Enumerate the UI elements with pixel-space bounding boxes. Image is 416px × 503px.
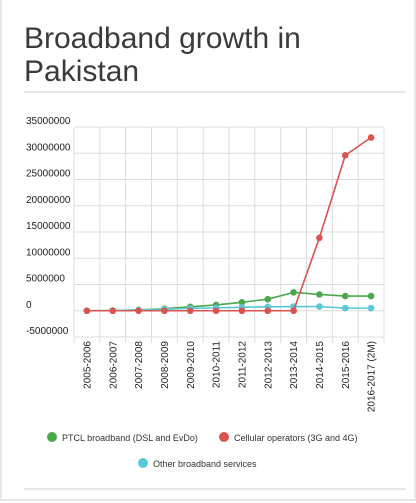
data-point [264,307,272,315]
data-point [341,304,349,312]
y-tick-label: 5000000 [26,274,65,285]
y-tick-label: 30000000 [26,142,71,153]
data-point [238,307,246,315]
data-point [367,134,375,141]
x-tick-label: 2013-2014 [289,341,300,389]
y-tick-label: 10000000 [26,247,71,258]
y-tick-label: 0 [26,300,32,311]
legend-label: Cellular operators (3G and 4G) [234,433,358,443]
data-point [186,307,194,315]
y-tick-label: 15000000 [26,221,71,232]
legend-label: Other broadband services [153,459,257,469]
legend-marker [219,432,229,442]
data-point [135,307,142,315]
x-tick-label: 2010-2011 [212,341,223,389]
legend-marker [138,458,148,468]
y-tick-label: -5000000 [26,326,69,337]
x-tick-label: 2006-2007 [108,341,119,389]
data-point [290,307,297,315]
x-tick-label: 2011-2012 [237,341,248,389]
x-tick-label: 2005-2006 [82,341,93,389]
title-divider [24,91,406,93]
legend-label: PTCL broadband (DSL and EvDo) [62,433,198,443]
data-point [316,291,323,298]
footer-divider [24,488,406,490]
data-point [161,307,168,315]
data-point [341,292,349,300]
data-point [341,152,349,159]
data-point [109,307,117,315]
x-tick-label: 2009-2010 [186,341,197,389]
data-point [367,292,375,300]
legend-marker [47,432,57,442]
x-tick-label: 2007-2008 [134,341,145,389]
x-tick-label: 2014-2015 [315,341,326,389]
data-point [316,303,323,310]
data-point [316,234,323,242]
data-point [367,304,375,312]
chart-title: Broadband growth in Pakistan [24,22,301,88]
data-point [83,307,91,315]
data-point [238,299,246,306]
x-tick-label: 2012-2013 [263,341,274,389]
x-tick-label: 2016-2017 (2M) [367,341,378,412]
y-tick-label: 25000000 [26,169,71,180]
data-point [264,295,272,303]
x-tick-label: 2008-2009 [160,341,171,389]
series-line [86,136,372,312]
data-point [290,289,297,296]
data-point [212,307,220,315]
y-tick-label: 35000000 [26,116,71,127]
x-tick-label: 2015-2016 [341,341,352,389]
y-tick-label: 20000000 [26,195,71,206]
